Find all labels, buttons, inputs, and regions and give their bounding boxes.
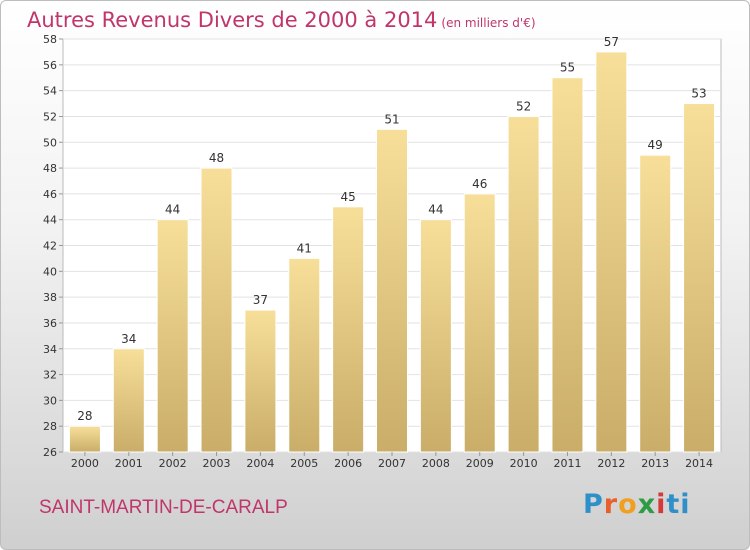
- y-tick-label: 46: [43, 188, 57, 201]
- x-tick-label: 2001: [115, 457, 143, 470]
- proxiti-logo[interactable]: Proxiti: [583, 489, 691, 520]
- bar-value-label: 44: [165, 203, 180, 217]
- logo-letter: r: [603, 489, 619, 520]
- bar: [112, 348, 145, 453]
- bar-value-label: 34: [121, 332, 136, 346]
- x-tick-label: 2014: [685, 457, 713, 470]
- bar: [419, 219, 452, 453]
- bar: [288, 257, 321, 453]
- x-tick-label: 2008: [422, 457, 450, 470]
- y-tick-label: 42: [43, 240, 57, 253]
- y-tick-label: 44: [43, 214, 57, 227]
- bar: [639, 154, 672, 453]
- chart-title-text: Autres Revenus Divers de 2000 à 2014: [27, 8, 438, 32]
- bar-value-label: 28: [77, 409, 92, 423]
- y-axis-ticks: 26 28 30 32 34 36 38 40 42 44 46 48 50 52 54 56 58: [43, 33, 63, 459]
- bar-value-label: 48: [209, 151, 224, 165]
- y-tick-label: 58: [43, 33, 57, 46]
- bar: [200, 167, 233, 453]
- bar-value-label: 52: [516, 99, 531, 113]
- chart-unit: (en milliers d'€): [441, 16, 536, 30]
- bar-value-label: 53: [691, 87, 706, 101]
- y-tick-label: 30: [43, 394, 57, 407]
- bar-value-label: 37: [253, 293, 268, 307]
- bar: [551, 77, 584, 453]
- bar: [156, 219, 189, 453]
- chart-title: Autres Revenus Divers de 2000 à 2014 (en …: [27, 8, 536, 32]
- y-tick-label: 36: [43, 317, 57, 330]
- x-tick-label: 2010: [510, 457, 538, 470]
- x-tick-label: 2003: [203, 457, 231, 470]
- bar: [595, 51, 628, 453]
- x-tick-label: 2013: [641, 457, 669, 470]
- y-tick-label: 54: [43, 85, 57, 98]
- y-tick-label: 26: [43, 446, 57, 459]
- y-tick-label: 56: [43, 59, 57, 72]
- bar-value-label: 57: [604, 35, 619, 49]
- y-tick-label: 48: [43, 162, 57, 175]
- x-tick-label: 2011: [553, 457, 581, 470]
- x-tick-label: 2007: [378, 457, 406, 470]
- bar: [683, 103, 716, 453]
- bar: [376, 128, 408, 453]
- bar-value-label: 51: [384, 112, 399, 126]
- x-tick-label: 2002: [159, 457, 187, 470]
- bar-value-label: 44: [428, 203, 443, 217]
- bar-value-label: 41: [297, 241, 312, 255]
- logo-letter: x: [637, 489, 657, 520]
- commune-name: SAINT-MARTIN-DE-CARALP: [39, 497, 288, 518]
- x-tick-label: 2012: [597, 457, 625, 470]
- bar: [68, 425, 101, 453]
- x-tick-label: 2006: [334, 457, 362, 470]
- y-tick-label: 32: [43, 369, 57, 382]
- y-tick-label: 52: [43, 110, 57, 123]
- bar-value-label: 46: [472, 177, 487, 191]
- logo-letter: ti: [666, 489, 691, 520]
- logo-letter: o: [618, 489, 638, 520]
- bar-value-label: 45: [340, 190, 355, 204]
- x-tick-label: 2004: [246, 457, 274, 470]
- bar-value-label: 55: [560, 61, 575, 75]
- logo-letter: i: [656, 489, 667, 520]
- x-tick-label: 2005: [290, 457, 318, 470]
- bar: [244, 309, 277, 453]
- bar-value-label: 49: [648, 138, 663, 152]
- bar: [507, 115, 540, 453]
- x-tick-label: 2000: [71, 457, 99, 470]
- bar: [332, 206, 365, 453]
- y-tick-label: 38: [43, 291, 57, 304]
- bar: [463, 193, 496, 453]
- x-tick-label: 2009: [466, 457, 494, 470]
- y-tick-label: 40: [43, 265, 57, 278]
- y-tick-label: 50: [43, 136, 57, 149]
- y-tick-label: 28: [43, 420, 57, 433]
- logo-letter: P: [583, 489, 604, 520]
- y-tick-label: 34: [43, 343, 57, 356]
- x-axis-ticks: 2000 2001 2002 2003 2004 2005 2006 2007 2008 2009…: [71, 452, 713, 470]
